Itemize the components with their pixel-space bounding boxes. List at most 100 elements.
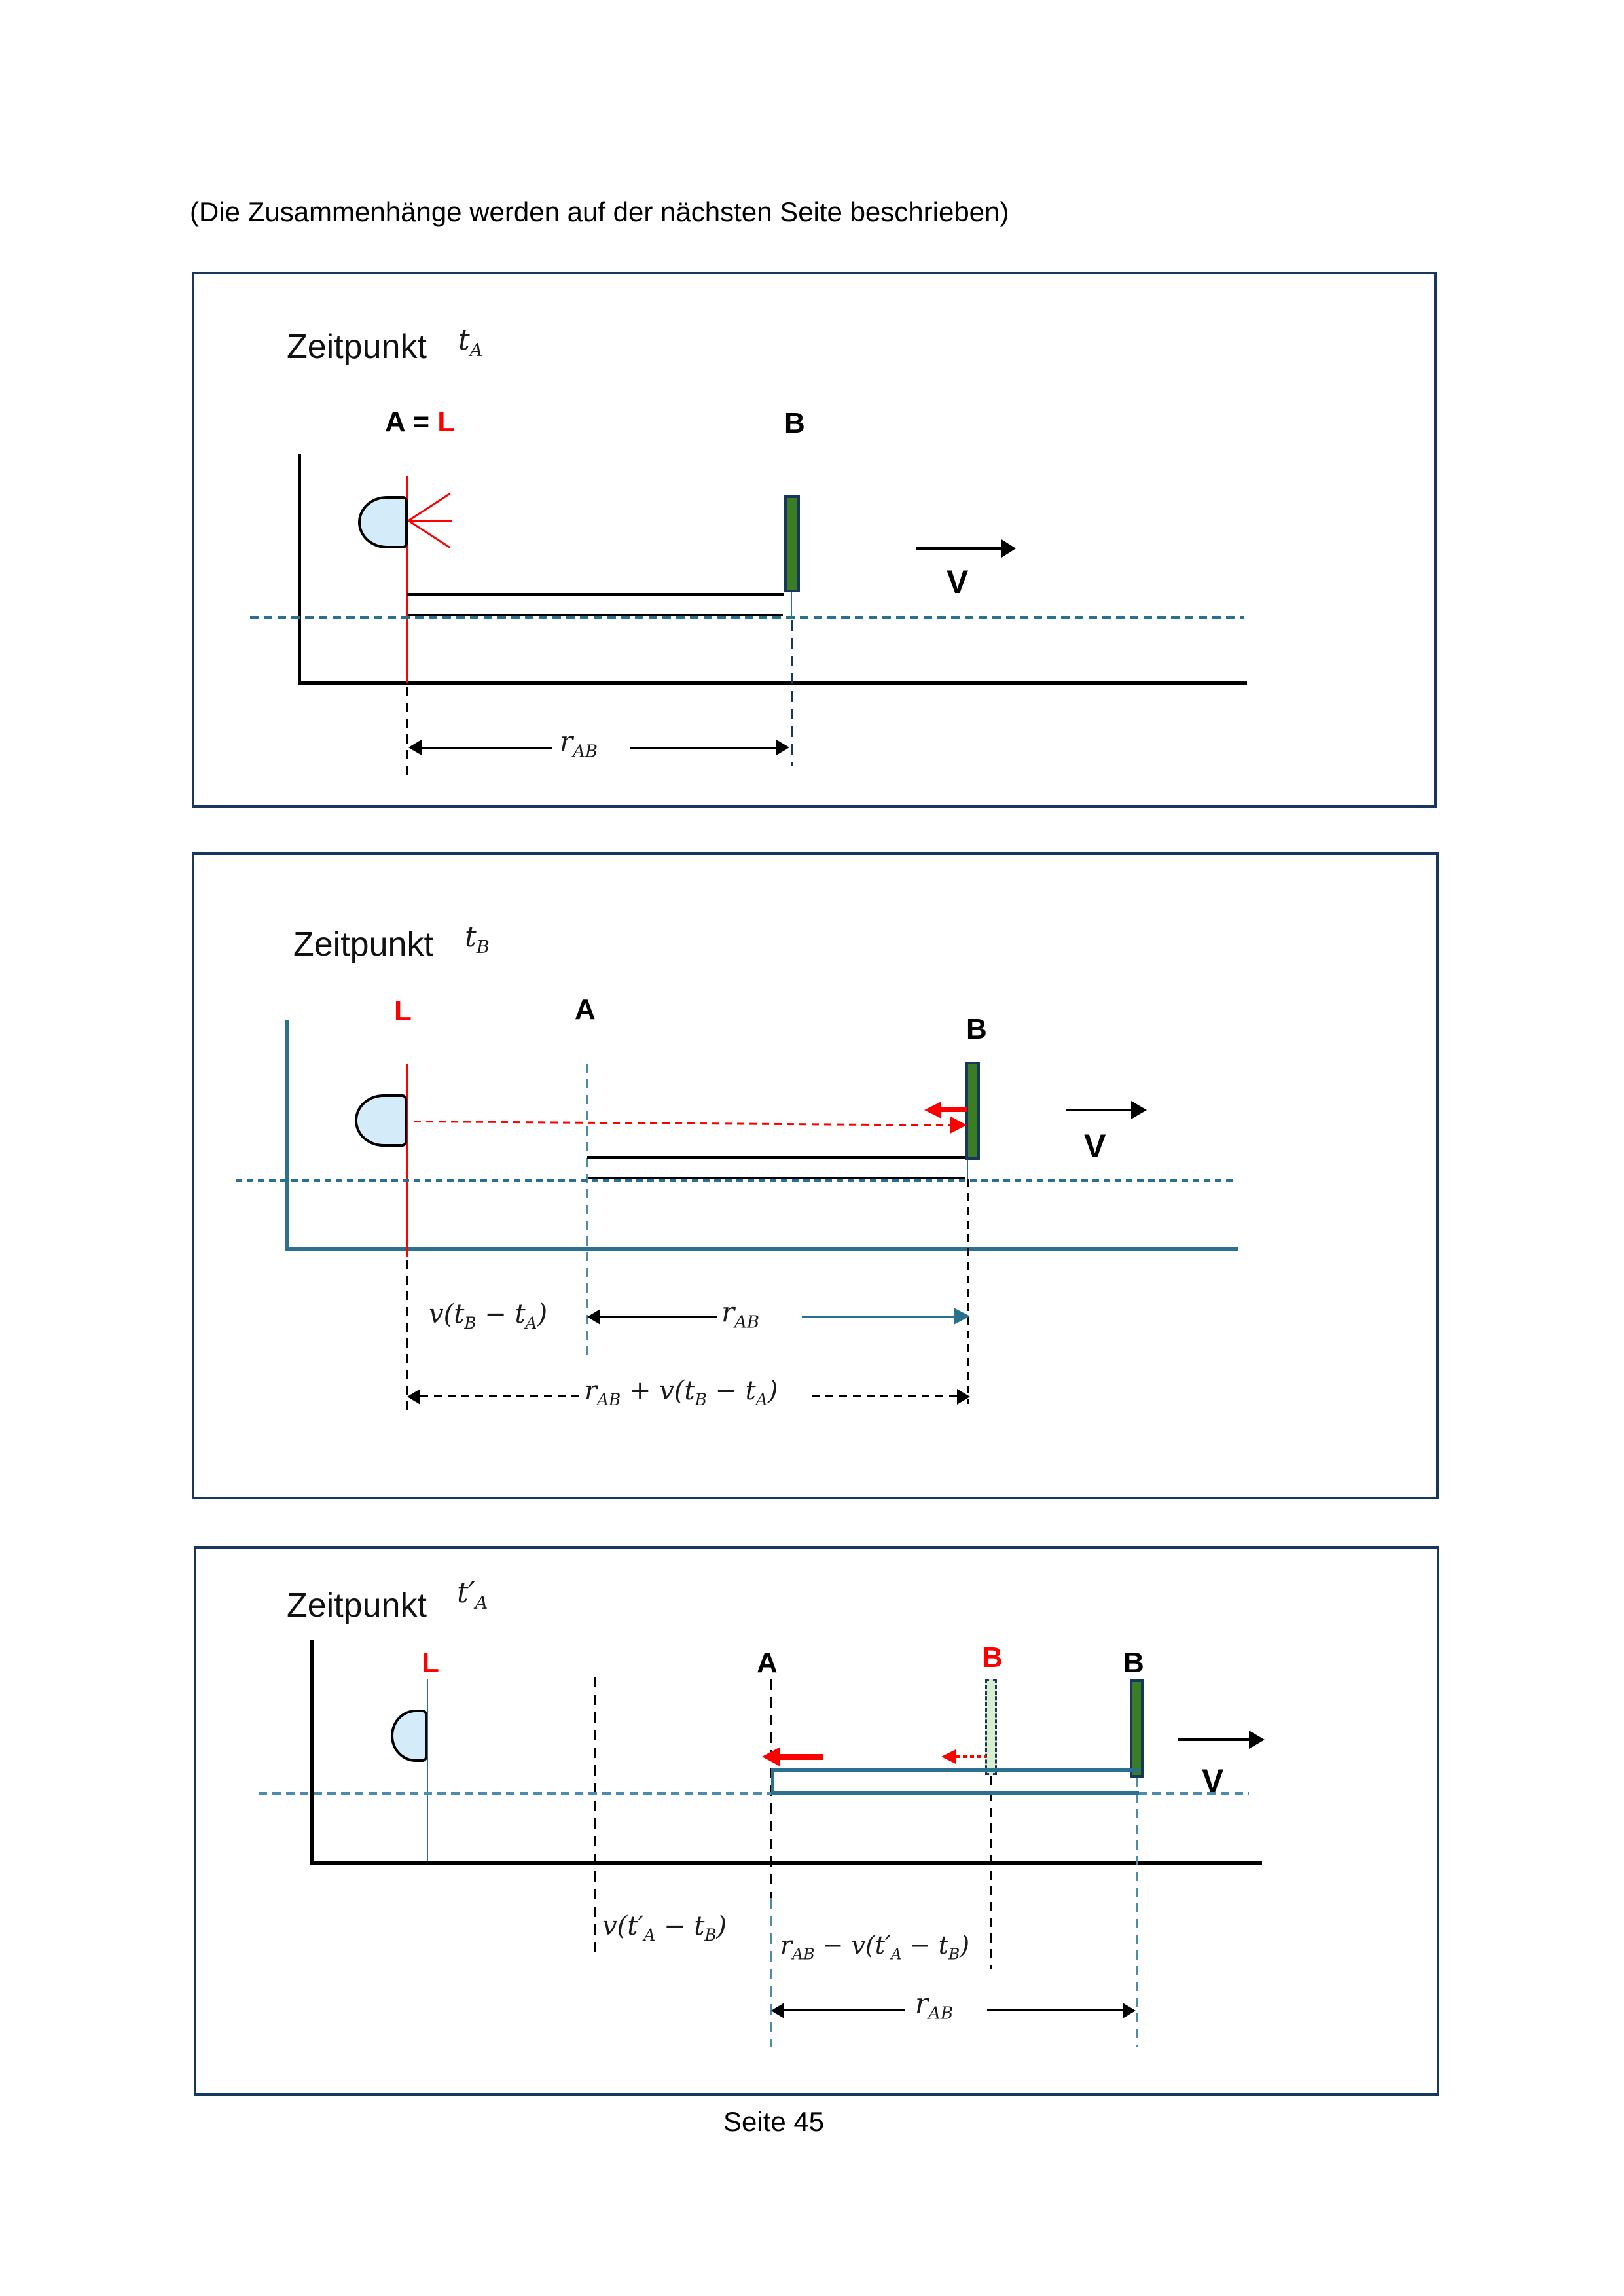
reflection-arrow-head-icon [924,1102,941,1119]
panel1-title-time-symbol: tA [458,323,483,361]
panel1-b-guide-dashed [791,620,793,766]
panel1-l-guide-dashed [406,687,408,776]
panel3-label-a: A [757,1647,778,1679]
arrowhead-left-icon [407,1389,420,1405]
panel3-velocity-arrow-shaft [1178,1738,1249,1741]
photon-arrival-arrow-shaft [780,1754,823,1760]
arrowhead-right-icon [1131,1101,1147,1119]
arrowhead-left-icon [771,2003,784,2018]
panel3-rod-top [771,1768,1139,1772]
arrowhead-right-icon [954,1308,970,1325]
detector-bar [784,495,800,592]
panel2-title-time-symbol: tB [465,920,490,958]
panel3-mid-guide-dashed [594,1677,596,1954]
panel1-label-b: B [784,407,805,439]
panel1-velocity-label: V [947,564,969,600]
panel3-reference-dashed-line [259,1792,1249,1795]
panel1-title: Zeitpunkt [287,328,427,366]
panel1-reference-dashed-line [250,616,1244,619]
panel1-x-axis [298,681,1247,685]
arrowhead-right-icon [1001,539,1016,558]
panel1-rab-line-right [630,747,776,749]
lamp-icon [358,496,408,548]
panel2-velocity-arrow-shaft [1066,1109,1131,1111]
panel3-vdt-label: v(t′A − tB) [602,1911,727,1945]
photon-dashed-arrow-head-icon [941,1749,956,1764]
panel1-source-worldline [406,476,408,683]
ghost-detector-bar [985,1679,997,1775]
lamp-icon [355,1094,407,1147]
panel2-sum-label: rAB + v(tB − tA) [585,1376,778,1409]
panel3-diff-label: rAB − v(t′A − tB) [780,1931,970,1964]
panel1-label-a: A = [385,406,438,438]
panel1-rod-top [407,593,784,596]
arrowhead-left-icon [587,1309,600,1325]
panel3-a-guide-dashed-top [770,1679,772,1898]
panel1-b-stub-line [791,592,792,617]
panel2-label-b: B [966,1013,987,1045]
panel1-velocity-arrow-shaft [916,547,1001,550]
panel2-b-stub-line [967,1160,968,1179]
panel2-b-guide-dashed [967,1179,969,1404]
arrowhead-right-icon [1249,1731,1265,1749]
panel3-rab-line-right [987,2009,1123,2011]
photon-arrival-arrow-head-icon [762,1747,780,1767]
light-ray-icon [408,520,452,522]
detector-bar [1130,1679,1144,1778]
lamp-icon [391,1710,427,1762]
panel2-a-guide-dashed [586,1064,588,1361]
arrowhead-left-icon [408,740,422,755]
panel2-velocity-label: V [1084,1128,1106,1164]
panel2-title: Zeitpunkt [293,925,433,963]
panel3-bghost-guide-dashed [990,1776,992,1969]
reflection-arrow-shaft [941,1107,967,1112]
page-note: (Die Zusammenhänge werden auf der nächst… [190,196,1009,227]
panel3-label-b-ghost: B [982,1641,1003,1674]
panel1-rod-bottom [408,614,783,616]
page-number: Seite 45 [723,2106,825,2137]
panel3-rab-line-left [784,2009,905,2011]
panel1-y-axis [298,454,301,685]
panel2-l-guide-dashed [406,1260,408,1417]
panel3-rod-bottom [771,1791,1139,1795]
panel1-rab-label: rAB [560,725,598,762]
photon-path-arrow [413,1116,967,1144]
panel2-rab-label: rAB [721,1296,760,1333]
panel2-vdt-label: v(tB − tA) [429,1299,548,1333]
panel3-source-worldline [427,1679,428,1861]
panel2-rab-line-right [802,1316,954,1318]
panel3-label-b: B [1123,1647,1144,1679]
panel3-x-axis [310,1861,1262,1865]
panel2-sum-dashed-right [812,1395,957,1397]
panel2-label-a: A [575,994,596,1026]
panel3-velocity-label: V [1202,1763,1224,1799]
panel3-b-guide-dashed [1136,1778,1138,2047]
panel3-label-l: L [422,1647,439,1679]
panel2-y-axis [285,1020,289,1251]
panel3-title-time-symbol: t′A [457,1576,488,1613]
panel3-title: Zeitpunkt [287,1587,427,1624]
panel2-source-worldline [406,1064,408,1257]
panel2-rab-line-left [600,1316,717,1318]
panel3-a-guide-dashed-bottom [770,1898,772,2047]
panel2-rod-top [587,1156,965,1159]
arrowhead-right-icon [1123,2003,1136,2018]
panel3-box [194,1546,1439,2096]
panel2-sum-dashed-left [420,1395,579,1397]
panel3-rab-label: rAB [915,1987,954,2024]
photon-dashed-arrow-shaft [956,1755,986,1758]
panel2-label-l: L [394,995,412,1027]
arrowhead-right-icon [776,740,789,755]
panel2-reference-dashed-line [236,1179,1237,1182]
panel2-x-axis [285,1247,1238,1251]
panel3-rod-left [771,1768,774,1795]
panel2-box [192,852,1439,1499]
arrowhead-right-icon [957,1389,970,1405]
panel3-y-axis [310,1640,314,1865]
panel1-label-l: L [437,406,456,438]
panel1-label-a-equals-l: A = L [385,406,455,439]
detector-bar [965,1062,980,1160]
panel2-rod-bottom [588,1177,965,1179]
panel1-rab-line-left [422,747,552,749]
